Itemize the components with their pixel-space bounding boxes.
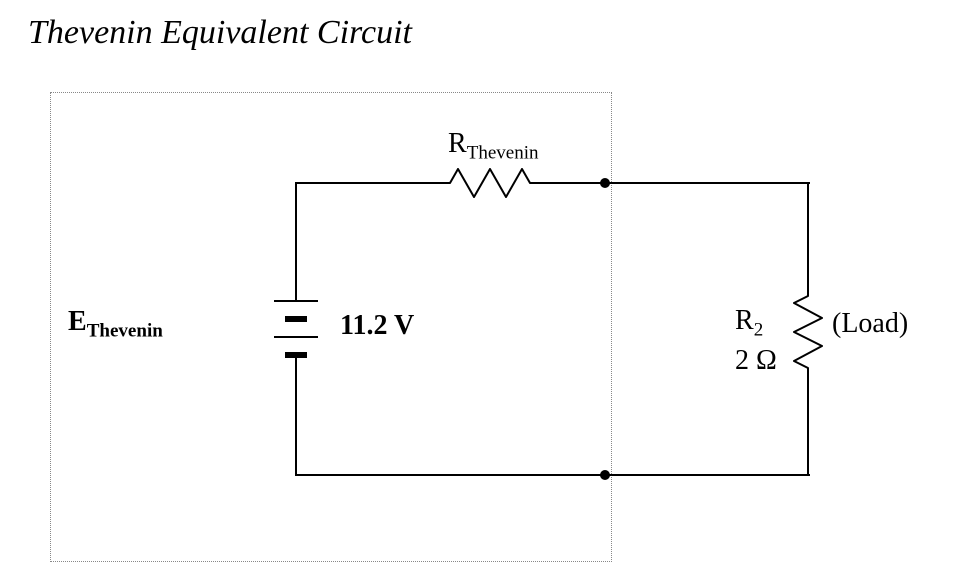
label-r2: R2 — [735, 305, 763, 342]
label-e-main: E — [68, 306, 87, 337]
wire-right-lower — [807, 375, 809, 476]
wire-right-upper — [807, 182, 809, 289]
node-top — [600, 178, 610, 188]
circuit-canvas: { "title": { "text": "Thevenin Equivalen… — [0, 0, 954, 568]
wire-left-upper — [295, 182, 297, 292]
wire-top-left — [295, 182, 442, 184]
label-rth-main: R — [448, 128, 467, 159]
label-r2-load: (Load) — [832, 308, 908, 340]
label-r2-sub: 2 — [754, 320, 764, 341]
resistor-thevenin-icon — [442, 168, 538, 198]
label-e-voltage: 11.2 V — [340, 310, 414, 342]
wire-left-to-battery-top — [295, 292, 297, 300]
label-r2-main: R — [735, 305, 754, 336]
label-r2-value: 2 Ω — [735, 345, 777, 377]
label-r-thevenin: RThevenin — [448, 128, 539, 165]
battery-long-plate-2 — [274, 336, 318, 338]
wire-top-right — [538, 182, 810, 184]
diagram-title: Thevenin Equivalent Circuit — [28, 14, 412, 52]
wire-left-lower — [295, 358, 297, 476]
label-e-sub: Thevenin — [87, 321, 163, 342]
node-bottom — [600, 470, 610, 480]
battery-short-plate-1 — [285, 316, 307, 322]
label-rth-sub: Thevenin — [467, 143, 539, 164]
label-e-thevenin: EThevenin — [68, 306, 163, 343]
battery-long-plate-1 — [274, 300, 318, 302]
wire-bottom — [295, 474, 810, 476]
resistor-load-icon — [793, 289, 823, 375]
